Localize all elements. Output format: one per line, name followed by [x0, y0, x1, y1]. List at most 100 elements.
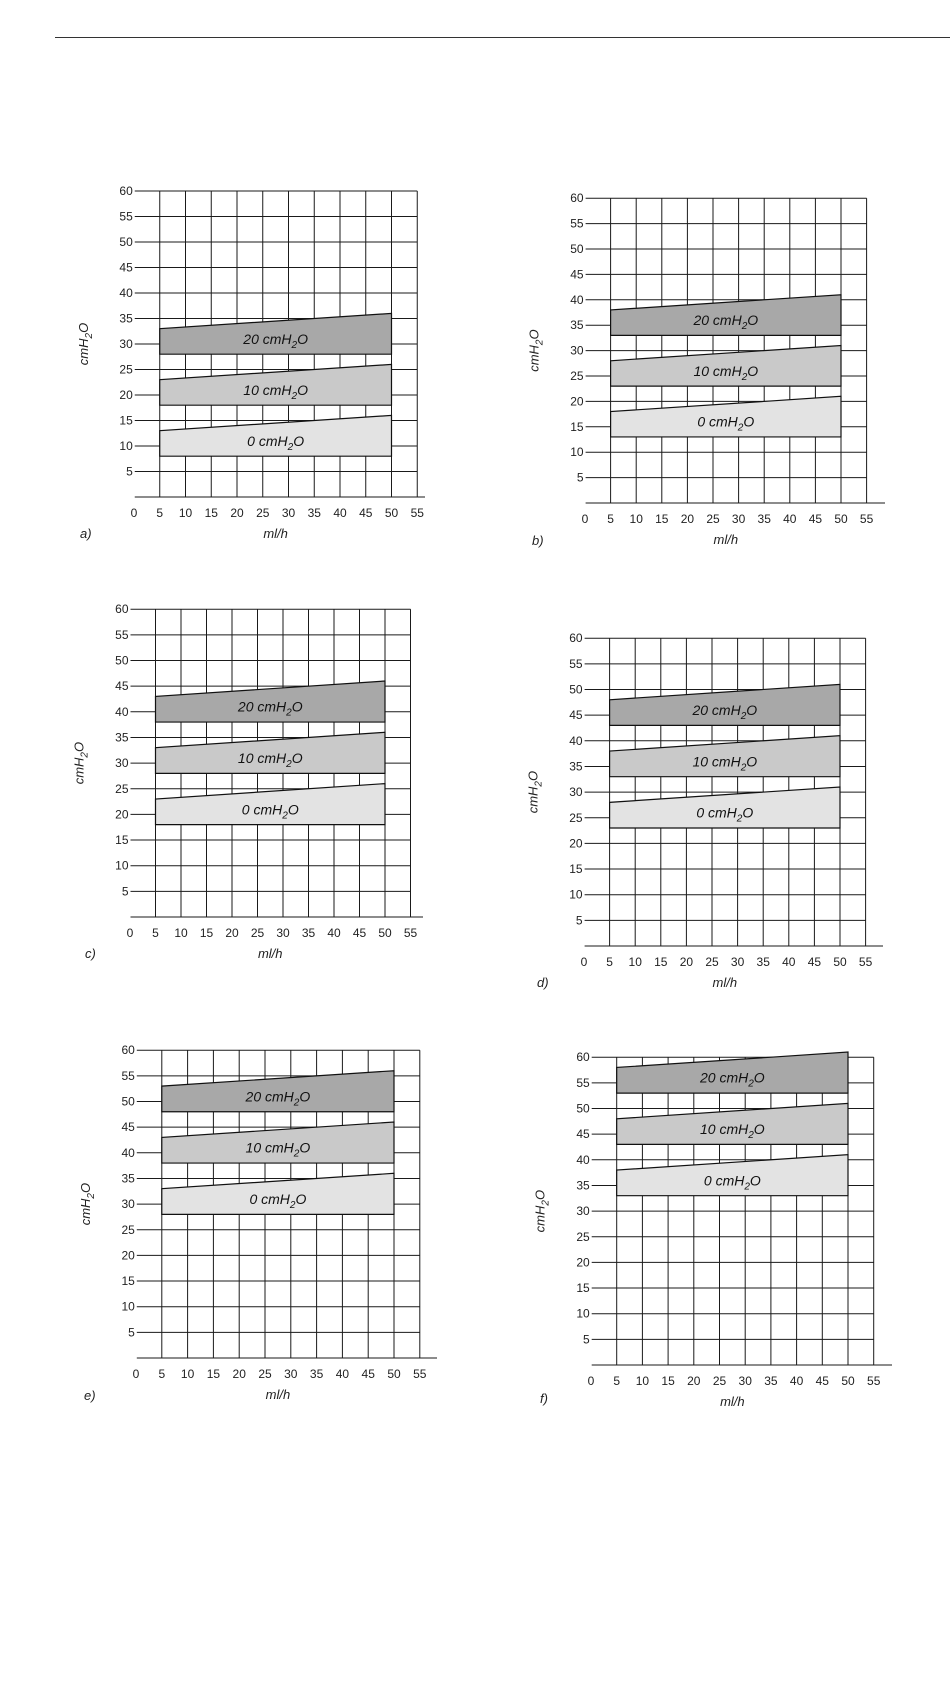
band-label-subscript: 2	[741, 321, 748, 332]
y-tick-label: 25	[115, 782, 129, 796]
band-label-main: 10 cmH	[700, 1121, 749, 1137]
y-tick-label: 40	[569, 734, 583, 748]
y-tick-label: 55	[121, 1069, 135, 1083]
y-tick-label: 40	[121, 1146, 135, 1160]
band-label-end: O	[297, 331, 308, 347]
x-tick-label: 0	[127, 926, 134, 940]
band-label-subscript: 2	[747, 1079, 754, 1090]
y-axis-label-main: cmH	[76, 338, 91, 365]
y-tick-label: 45	[576, 1127, 590, 1141]
y-tick-label: 10	[119, 439, 133, 453]
y-axis-label-main: cmH	[527, 344, 542, 371]
x-tick-label: 10	[174, 926, 188, 940]
y-tick-label: 15	[115, 833, 129, 847]
y-tick-label: 10	[569, 888, 583, 902]
y-tick-label: 30	[121, 1197, 135, 1211]
y-axis-label: cmH2O	[78, 1183, 97, 1225]
band-1	[609, 344, 842, 387]
y-tick-label: 20	[115, 807, 129, 821]
band-label-subscript: 2	[291, 340, 298, 351]
x-tick-label: 35	[302, 926, 316, 940]
y-tick-label: 15	[569, 862, 583, 876]
band-label-2: 20 cmH2O	[692, 312, 758, 332]
y-tick-label: 30	[569, 785, 583, 799]
y-tick-label: 60	[121, 1043, 135, 1057]
band-label-0: 0 cmH2O	[249, 1191, 306, 1211]
band-label-end: O	[292, 750, 303, 766]
band-label-main: 20 cmH	[237, 699, 287, 715]
y-tick-label: 5	[126, 465, 133, 479]
y-tick-label: 25	[570, 369, 584, 383]
band-1	[159, 363, 393, 406]
y-tick-label: 35	[576, 1178, 590, 1192]
x-tick-label: 0	[131, 506, 138, 520]
band-label-subscript: 2	[281, 810, 288, 821]
y-axis-label-end: O	[527, 329, 542, 339]
x-tick-label: 50	[378, 926, 392, 940]
band-1	[616, 1102, 849, 1146]
x-tick-label: 35	[764, 1374, 778, 1388]
y-tick-label: 5	[577, 471, 584, 485]
y-tick-label: 5	[583, 1332, 590, 1346]
x-tick-label: 25	[258, 1367, 272, 1381]
x-axis-label: ml/h	[258, 946, 283, 961]
x-tick-label: 30	[276, 926, 290, 940]
x-tick-label: 55	[859, 955, 873, 969]
panel-letter: d)	[537, 975, 549, 990]
y-tick-label: 10	[121, 1300, 135, 1314]
y-tick-label: 50	[115, 654, 129, 668]
x-tick-label: 30	[284, 1367, 298, 1381]
y-tick-label: 30	[115, 756, 129, 770]
x-axis-label: ml/h	[720, 1394, 745, 1409]
band-label-1: 10 cmH2O	[693, 363, 758, 383]
band-label-end: O	[743, 414, 754, 430]
x-tick-label: 15	[655, 512, 669, 526]
x-tick-label: 10	[630, 512, 644, 526]
y-tick-label: 30	[119, 337, 133, 351]
band-label-end: O	[297, 382, 308, 398]
x-axis-label: ml/h	[263, 526, 288, 541]
x-tick-label: 20	[680, 955, 694, 969]
y-axis-label-end: O	[76, 323, 91, 333]
y-tick-label: 40	[576, 1153, 590, 1167]
band-label-1: 10 cmH2O	[692, 753, 757, 773]
band-label-subscript: 2	[293, 1097, 300, 1108]
band-label-main: 0 cmH	[242, 801, 283, 817]
band-2	[608, 683, 841, 727]
x-tick-label: 50	[841, 1374, 855, 1388]
x-tick-label: 20	[225, 926, 239, 940]
x-tick-label: 35	[310, 1367, 324, 1381]
band-label-2: 20 cmH2O	[691, 702, 757, 722]
y-tick-label: 10	[570, 445, 584, 459]
y-tick-label: 60	[119, 184, 133, 198]
y-tick-label: 60	[569, 631, 583, 645]
y-tick-label: 45	[115, 679, 129, 693]
band-label-main: 10 cmH	[692, 753, 741, 769]
band-label-0: 0 cmH2O	[247, 433, 304, 453]
band-2	[609, 294, 842, 336]
y-tick-label: 15	[576, 1281, 590, 1295]
x-tick-label: 40	[782, 955, 796, 969]
band-2	[616, 1051, 849, 1094]
x-tick-label: 15	[661, 1374, 675, 1388]
band-label-1: 10 cmH2O	[243, 382, 308, 402]
x-tick-label: 15	[205, 506, 219, 520]
x-tick-label: 30	[732, 512, 746, 526]
y-tick-label: 30	[576, 1204, 590, 1218]
band-label-0: 0 cmH2O	[242, 801, 299, 821]
x-tick-label: 45	[816, 1374, 830, 1388]
band-label-main: 20 cmH	[242, 331, 292, 347]
band-label-0: 0 cmH2O	[697, 414, 754, 434]
x-tick-label: 40	[783, 512, 797, 526]
band-label-end: O	[746, 753, 757, 769]
band-label-2: 20 cmH2O	[237, 699, 303, 719]
band-0	[609, 395, 842, 438]
band-label-0: 0 cmH2O	[696, 805, 753, 825]
x-tick-label: 35	[308, 506, 322, 520]
x-tick-label: 0	[581, 955, 588, 969]
band-label-end: O	[292, 699, 303, 715]
band-label-2: 20 cmH2O	[242, 331, 308, 351]
band-label-1: 10 cmH2O	[700, 1121, 765, 1141]
